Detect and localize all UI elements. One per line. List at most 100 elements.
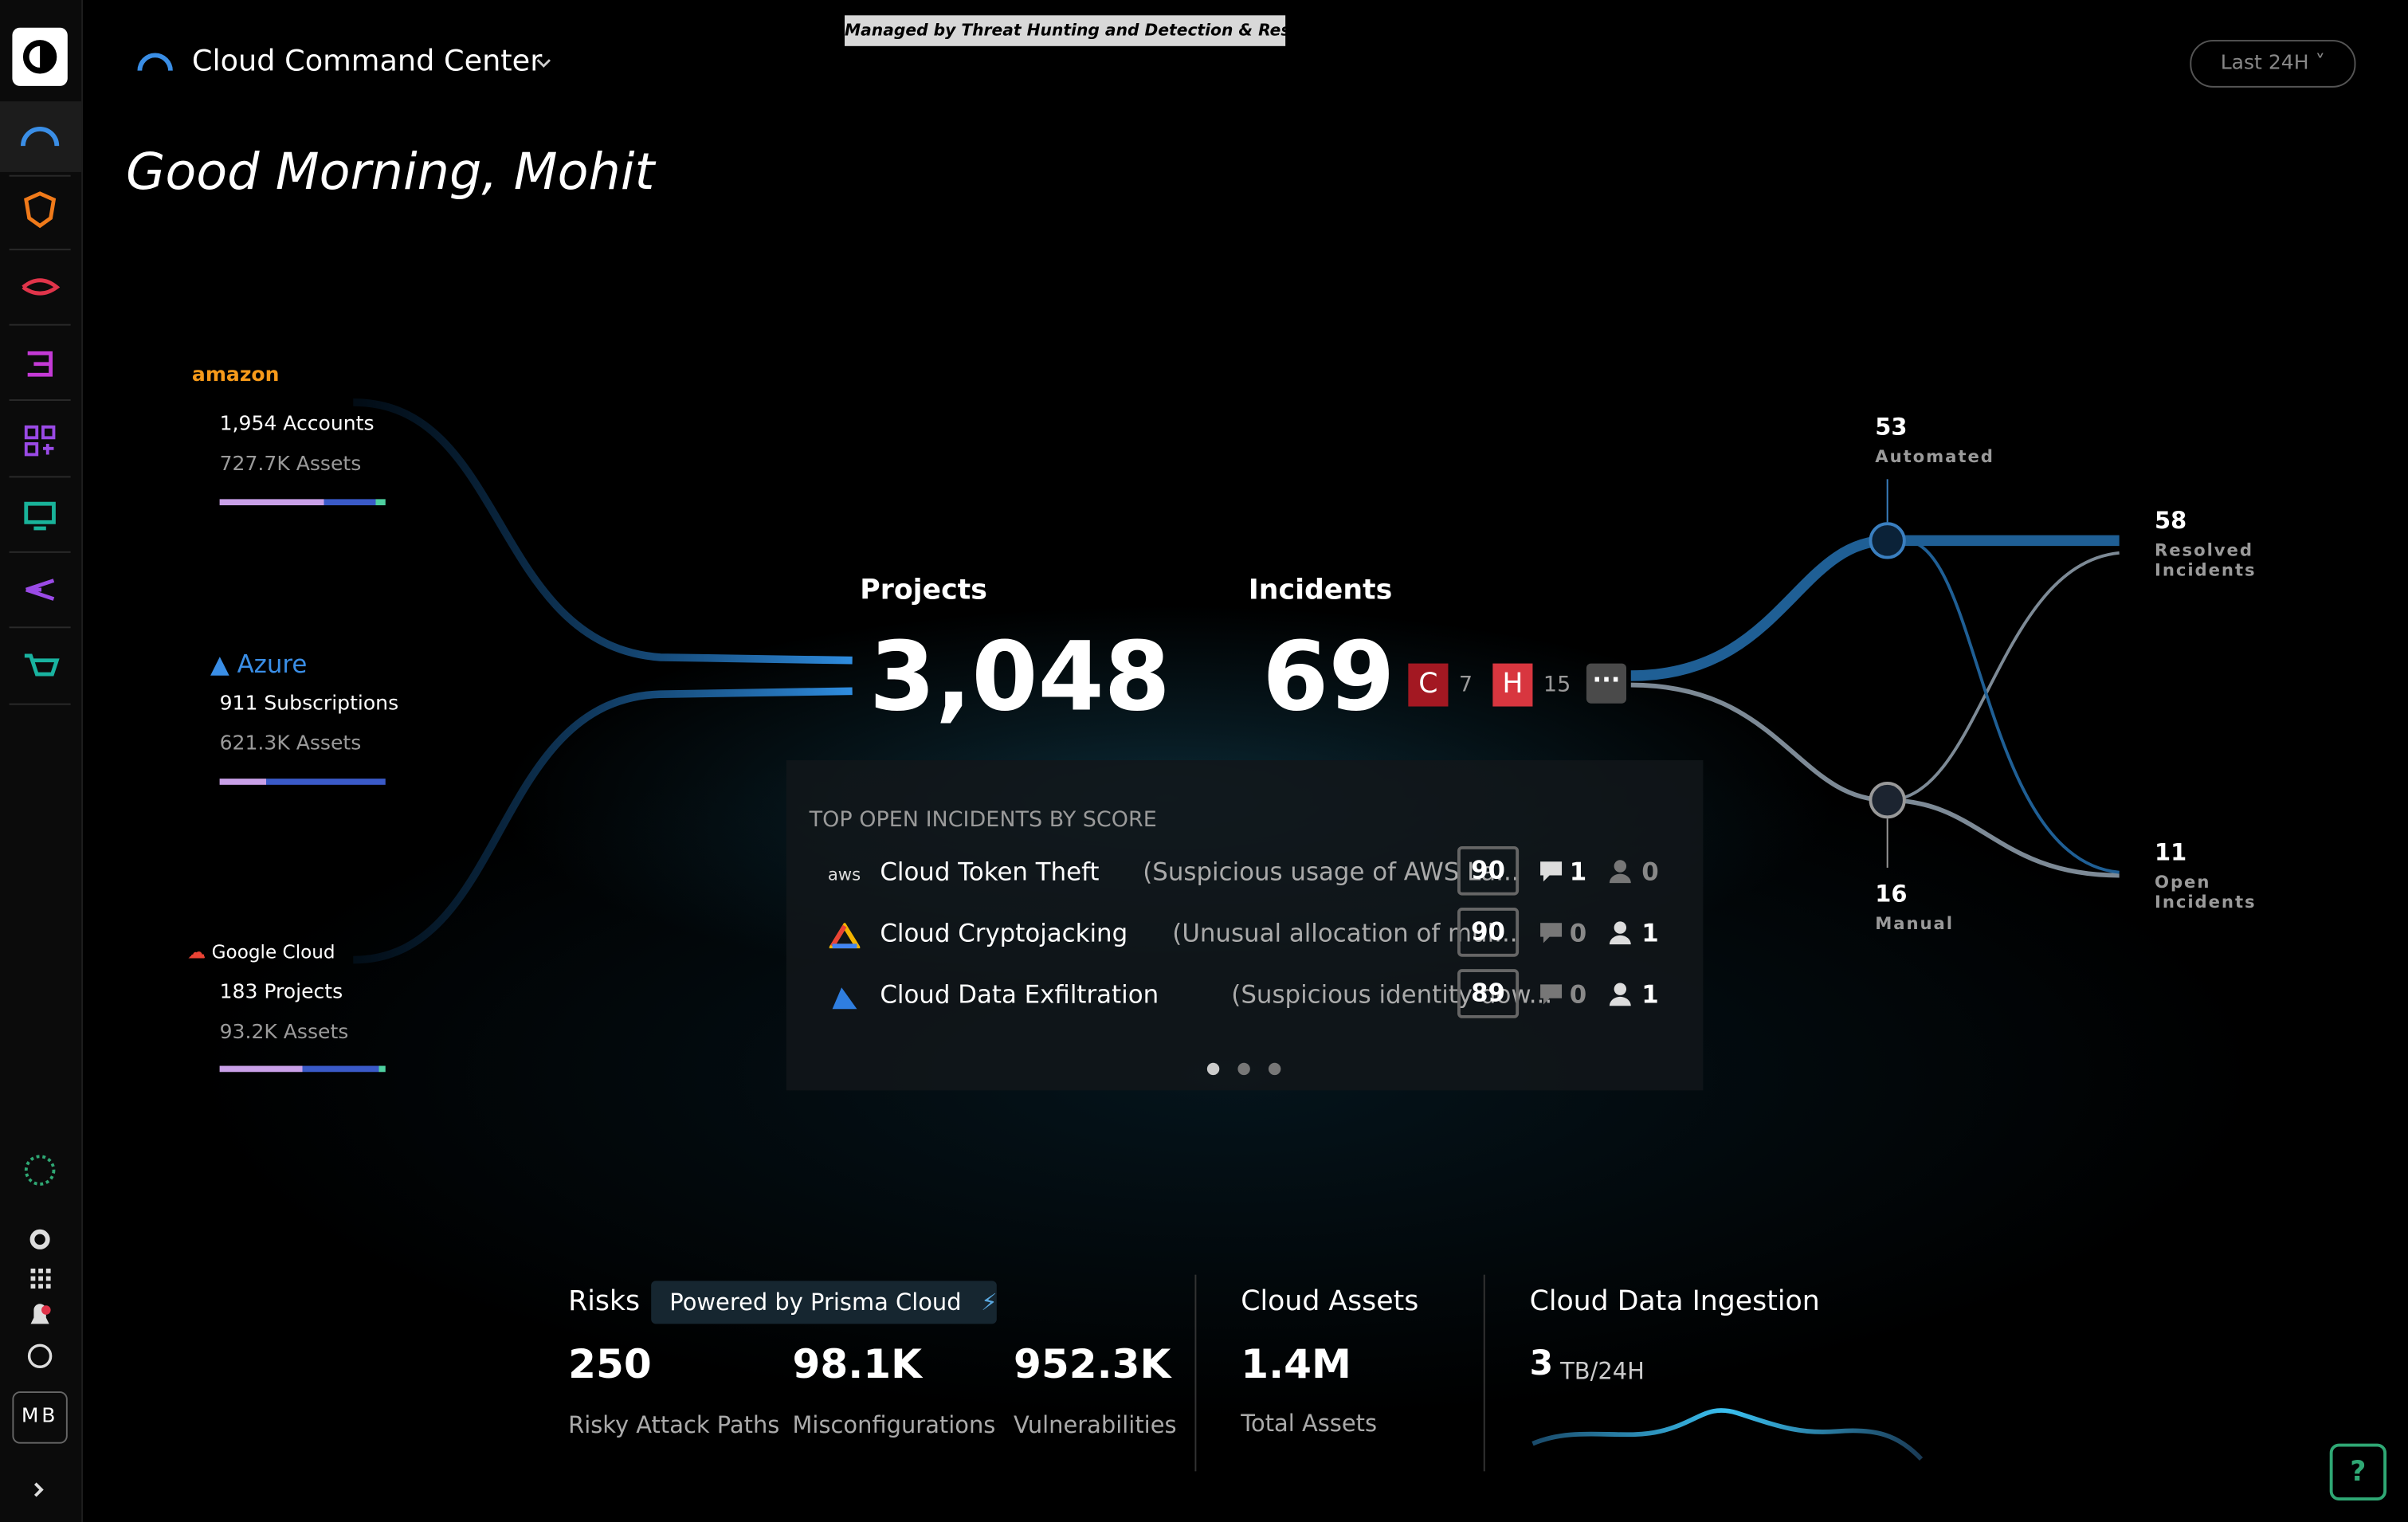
- provider-icon: [829, 984, 861, 1018]
- risks-title: Risks: [568, 1285, 641, 1318]
- ingestion-value: 3: [1529, 1345, 1554, 1384]
- manual-label: Manual: [1875, 913, 1954, 934]
- asset-bar: [219, 1065, 386, 1073]
- metric-value: 952.3K: [1014, 1342, 1171, 1389]
- source-flows: [353, 398, 853, 964]
- score-box: 89: [1457, 969, 1520, 1018]
- nav-dashboard[interactable]: [21, 127, 60, 147]
- assignee-icon: [1608, 982, 1633, 1013]
- nav-icons: [21, 127, 61, 1497]
- assignee-count: 1: [1641, 918, 1659, 948]
- aws-logo: amazon: [191, 363, 280, 387]
- cloud-assets: 93.2K Assets: [219, 1021, 349, 1045]
- assignee-count: 1: [1641, 979, 1659, 1010]
- time-range-button[interactable]: Last 24H ˅: [2190, 40, 2356, 88]
- nav-graph[interactable]: [25, 579, 55, 601]
- nav-monitor[interactable]: [24, 501, 56, 531]
- help-button[interactable]: ?: [2329, 1443, 2387, 1500]
- incident-name[interactable]: Cloud Cryptojacking: [880, 918, 1128, 948]
- prisma-badge[interactable]: Powered by Prisma Cloud ⚡: [651, 1281, 998, 1324]
- azure-label: Azure: [237, 649, 308, 679]
- assets-label: Total Assets: [1241, 1410, 1378, 1438]
- separator: [9, 551, 71, 553]
- logo-icon: [22, 40, 57, 74]
- ingestion-title: Cloud Data Ingestion: [1529, 1285, 1820, 1318]
- cloud-accounts: 911 Subscriptions: [219, 692, 399, 716]
- nav-shield[interactable]: [24, 191, 57, 229]
- badge-label: Powered by Prisma Cloud: [669, 1289, 962, 1316]
- separator: [9, 476, 71, 478]
- comment-count: 1: [1569, 857, 1587, 887]
- comment-icon: [1539, 982, 1563, 1013]
- nav-status[interactable]: [24, 1155, 56, 1186]
- comment-count: 0: [1569, 979, 1587, 1010]
- title-icon: [137, 53, 173, 71]
- score-box: 90: [1457, 908, 1520, 957]
- more-button[interactable]: ···: [1586, 663, 1627, 704]
- automated-label: Automated: [1875, 446, 1994, 467]
- comment-icon: [1539, 858, 1563, 889]
- azure-logo: ▲ Azure: [210, 649, 308, 679]
- critical-count: 7: [1458, 673, 1473, 697]
- title-dropdown[interactable]: [535, 55, 553, 70]
- nav-reports[interactable]: [27, 351, 53, 377]
- separator: [9, 175, 71, 177]
- high-count: 15: [1543, 673, 1571, 697]
- incidents-value: 69: [1262, 620, 1395, 733]
- metric-value: 250: [568, 1342, 652, 1389]
- time-range-label: Last 24H: [2220, 52, 2309, 76]
- incident-name[interactable]: Cloud Data Exfiltration: [880, 979, 1159, 1010]
- nav-eye[interactable]: [22, 278, 61, 296]
- score-box: 90: [1457, 845, 1520, 896]
- metric-label: Risky Attack Paths: [568, 1411, 780, 1439]
- assignee-icon: [1608, 858, 1633, 889]
- nav-grid[interactable]: [30, 1268, 51, 1289]
- projects-value: 3,048: [869, 620, 1171, 733]
- incident-name[interactable]: Cloud Token Theft: [880, 857, 1100, 887]
- cloud-assets: 621.3K Assets: [219, 732, 362, 756]
- open-value: 11: [2155, 838, 2187, 866]
- open-label: Open Incidents: [2155, 872, 2257, 912]
- user-avatar[interactable]: MB: [12, 1391, 68, 1444]
- divider: [1194, 1274, 1197, 1472]
- nav-help[interactable]: [27, 1344, 53, 1369]
- nav-apps[interactable]: [24, 425, 56, 457]
- assignee-icon: [1608, 920, 1633, 951]
- provider-icon: [828, 921, 861, 956]
- page-title[interactable]: Cloud Command Center: [191, 44, 543, 79]
- assignee-count: 0: [1641, 857, 1659, 887]
- google-label: Google Cloud: [211, 941, 335, 963]
- nav-expand[interactable]: [33, 1482, 44, 1497]
- high-badge: H: [1492, 663, 1533, 707]
- asset-bar: [219, 779, 386, 785]
- managed-banner: Managed by Threat Hunting and Detection …: [845, 15, 1345, 46]
- sidebar: MB: [0, 0, 84, 1522]
- greeting: Good Morning, Mohit: [126, 141, 655, 202]
- comment-count: 0: [1569, 918, 1587, 948]
- ingestion-sparkline: [1531, 1408, 1924, 1461]
- incident-detail: (Suspicious usage of AWS La...: [1143, 857, 1520, 887]
- active-nav: [0, 101, 82, 172]
- metric-value: 98.1K: [792, 1342, 922, 1389]
- separator: [9, 249, 71, 251]
- projects-label: Projects: [860, 574, 987, 607]
- nav-cart[interactable]: [24, 653, 60, 677]
- manual-value: 16: [1875, 880, 1908, 908]
- incidents-label: Incidents: [1248, 574, 1393, 607]
- app-logo[interactable]: [12, 27, 68, 86]
- notification-dot: [41, 1305, 51, 1315]
- pager[interactable]: [1201, 1058, 1293, 1080]
- metric-label: Vulnerabilities: [1014, 1411, 1177, 1439]
- incident-detail: (Suspicious identity dow...: [1231, 979, 1553, 1010]
- ingestion-unit: TB/24H: [1560, 1357, 1645, 1386]
- assets-value: 1.4M: [1241, 1342, 1351, 1389]
- nav-settings[interactable]: [29, 1229, 50, 1249]
- outcome-flows: [1630, 479, 2120, 878]
- asset-bar: [219, 499, 386, 506]
- divider: [1483, 1274, 1485, 1472]
- critical-badge: C: [1408, 663, 1449, 707]
- assets-title: Cloud Assets: [1241, 1285, 1419, 1318]
